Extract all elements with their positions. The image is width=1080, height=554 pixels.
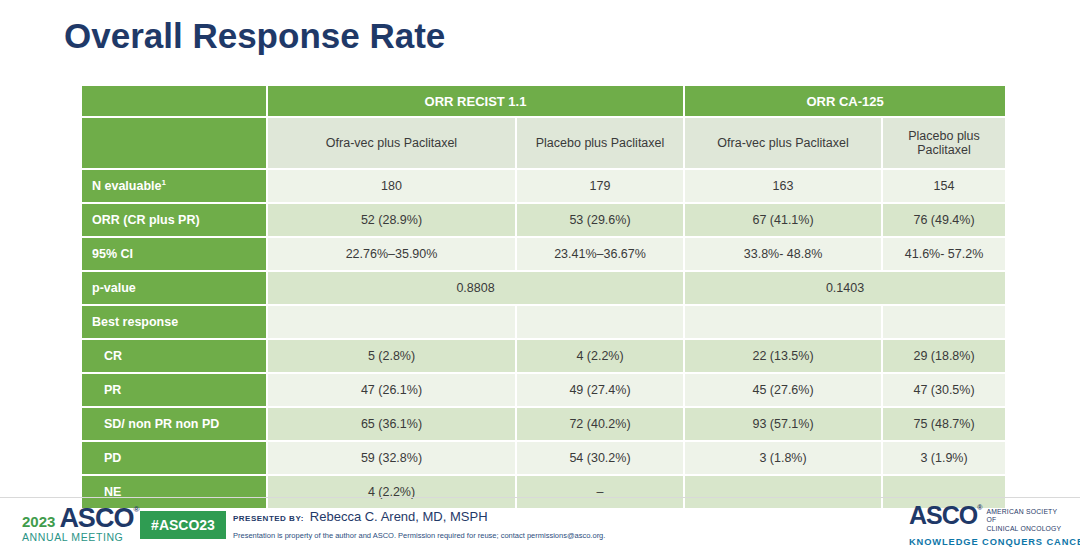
row-label: PD <box>82 442 266 474</box>
hashtag-badge: #ASCO23 <box>140 511 226 539</box>
table-cell: – <box>517 476 683 508</box>
table-cell: 22 (13.5%) <box>685 340 881 372</box>
presenter-name: Rebecca C. Arend, MD, MSPH <box>310 509 488 524</box>
table-cell: 4 (2.2%) <box>517 340 683 372</box>
footer-divider <box>0 497 1080 498</box>
asco-tagline: KNOWLEDGE CONQUERS CANCER <box>909 537 1064 547</box>
table-row: p-value0.88080.1403 <box>82 272 1005 304</box>
table-cell: 180 <box>268 170 515 202</box>
table-cell: 75 (48.7%) <box>883 408 1005 440</box>
table-cell: 93 (57.1%) <box>685 408 881 440</box>
table-cell: 59 (32.8%) <box>268 442 515 474</box>
asco-society-line2: CLINICAL ONCOLOGY <box>986 525 1061 532</box>
column-header-row: Ofra-vec plus PaclitaxelPlacebo plus Pac… <box>82 118 1005 168</box>
corner-cell <box>82 86 266 116</box>
asco-society-line1: AMERICAN SOCIETY OF <box>986 508 1057 523</box>
table-row: Best response <box>82 306 1005 338</box>
table-cell: 0.8808 <box>268 272 683 304</box>
table-row: ORR (CR plus PR)52 (28.9%)53 (29.6%)67 (… <box>82 204 1005 236</box>
table-cell: 163 <box>685 170 881 202</box>
table-cell: 49 (27.4%) <box>517 374 683 406</box>
table-cell: 29 (18.8%) <box>883 340 1005 372</box>
slide: Overall Response Rate ORR RECIST 1.1ORR … <box>0 0 1080 554</box>
table-cell: 47 (30.5%) <box>883 374 1005 406</box>
table-cell: 47 (26.1%) <box>268 374 515 406</box>
presented-by-line: PRESENTED BY: Rebecca C. Arend, MD, MSPH <box>233 509 605 524</box>
table-cell: 4 (2.2%) <box>268 476 515 508</box>
row-label: N evaluable1 <box>82 170 266 202</box>
table-cell: 22.76%–35.90% <box>268 238 515 270</box>
row-label: CR <box>82 340 266 372</box>
asco-brand: ASCO® <box>909 505 981 526</box>
table-cell: 45 (27.6%) <box>685 374 881 406</box>
group-header-row: ORR RECIST 1.1ORR CA-125 <box>82 86 1005 116</box>
asco-society-name: AMERICAN SOCIETY OF CLINICAL ONCOLOGY <box>986 508 1064 533</box>
table-cell: 154 <box>883 170 1005 202</box>
row-label: SD/ non PR non PD <box>82 408 266 440</box>
table-cell <box>685 306 881 338</box>
row-label: 95% CI <box>82 238 266 270</box>
registered-mark-icon: ® <box>977 504 981 511</box>
asco-society-logo: ASCO® AMERICAN SOCIETY OF CLINICAL ONCOL… <box>909 505 1064 547</box>
row-label: Best response <box>82 306 266 338</box>
table-row: SD/ non PR non PD65 (36.1%)72 (40.2%)93 … <box>82 408 1005 440</box>
column-header-2: Ofra-vec plus Paclitaxel <box>685 118 881 168</box>
row-label: ORR (CR plus PR) <box>82 204 266 236</box>
table-cell: 0.1403 <box>685 272 1005 304</box>
table-cell: 3 (1.8%) <box>685 442 881 474</box>
group-header-1: ORR CA-125 <box>685 86 1005 116</box>
table-cell: 54 (30.2%) <box>517 442 683 474</box>
table-cell: 65 (36.1%) <box>268 408 515 440</box>
page-title: Overall Response Rate <box>64 16 445 56</box>
presented-by-label: PRESENTED BY: <box>233 514 304 523</box>
asco-annual-meeting-logo: 2023 ASCO® ANNUAL MEETING <box>22 506 142 543</box>
table-row: 95% CI22.76%–35.90%23.41%–36.67%33.8%- 4… <box>82 238 1005 270</box>
group-header-0: ORR RECIST 1.1 <box>268 86 683 116</box>
table-cell <box>268 306 515 338</box>
table-cell <box>685 476 881 508</box>
column-header-1: Placebo plus Paclitaxel <box>517 118 683 168</box>
orr-table: ORR RECIST 1.1ORR CA-125Ofra-vec plus Pa… <box>80 84 1007 510</box>
disclaimer-text: Presentation is property of the author a… <box>233 531 605 540</box>
table-cell: 52 (28.9%) <box>268 204 515 236</box>
table-row: NE4 (2.2%)– <box>82 476 1005 508</box>
table-cell <box>883 306 1005 338</box>
meeting-trademark-icon: ® <box>133 505 138 514</box>
table-cell: 23.41%–36.67% <box>517 238 683 270</box>
table-row: PD59 (32.8%)54 (30.2%)3 (1.8%)3 (1.9%) <box>82 442 1005 474</box>
table-cell: 72 (40.2%) <box>517 408 683 440</box>
table-cell <box>517 306 683 338</box>
table-row: N evaluable1180179163154 <box>82 170 1005 202</box>
presented-by-block: PRESENTED BY: Rebecca C. Arend, MD, MSPH… <box>233 509 605 540</box>
table-cell: 179 <box>517 170 683 202</box>
column-header-0: Ofra-vec plus Paclitaxel <box>268 118 515 168</box>
table-cell: 3 (1.9%) <box>883 442 1005 474</box>
table-body: ORR RECIST 1.1ORR CA-125Ofra-vec plus Pa… <box>82 86 1005 508</box>
meeting-subtitle: ANNUAL MEETING <box>22 531 142 543</box>
row-label: p-value <box>82 272 266 304</box>
meeting-year: 2023 <box>22 513 55 530</box>
meeting-brand: ASCO® <box>59 506 138 530</box>
label-empty-cell <box>82 118 266 168</box>
table-cell: 5 (2.8%) <box>268 340 515 372</box>
table-cell: 41.6%- 57.2% <box>883 238 1005 270</box>
table-cell: 53 (29.6%) <box>517 204 683 236</box>
table-row: CR5 (2.8%)4 (2.2%)22 (13.5%)29 (18.8%) <box>82 340 1005 372</box>
table-cell: 33.8%- 48.8% <box>685 238 881 270</box>
row-label: PR <box>82 374 266 406</box>
meeting-logo-line1: 2023 ASCO® <box>22 506 142 530</box>
column-header-3: Placebo plus Paclitaxel <box>883 118 1005 168</box>
table-row: PR47 (26.1%)49 (27.4%)45 (27.6%)47 (30.5… <box>82 374 1005 406</box>
table-cell: 67 (41.1%) <box>685 204 881 236</box>
asco-logo-top: ASCO® AMERICAN SOCIETY OF CLINICAL ONCOL… <box>909 505 1064 533</box>
table-cell: 76 (49.4%) <box>883 204 1005 236</box>
